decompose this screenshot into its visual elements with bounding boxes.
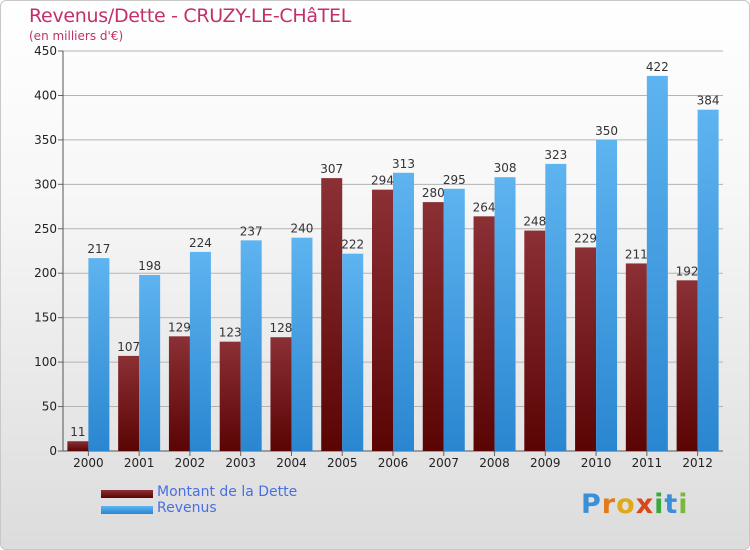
bar-dette: [473, 216, 495, 451]
bar-dette: [575, 247, 597, 451]
x-tick-label: 2000: [73, 456, 104, 470]
y-tick-label: 50: [42, 400, 57, 414]
logo-letter: o: [616, 489, 636, 520]
x-tick-label: 2011: [632, 456, 663, 470]
bar-dette: [625, 263, 647, 451]
bar-revenus: [443, 188, 465, 451]
data-label-revenus: 217: [87, 242, 110, 256]
bar-revenus: [697, 109, 719, 452]
bar-revenus: [646, 75, 668, 451]
chart-title: Revenus/Dette - CRUZY-LE-CHâTEL: [29, 5, 352, 27]
data-label-dette: 128: [270, 321, 293, 335]
bar-dette: [422, 202, 444, 451]
bar-dette: [321, 178, 343, 451]
x-tick-label: 2003: [225, 456, 256, 470]
data-label-dette: 294: [371, 174, 394, 188]
chart-subtitle: (en milliers d'€): [29, 29, 124, 43]
bar-revenus: [545, 163, 567, 451]
data-label-revenus: 295: [443, 173, 466, 187]
x-tick-label: 2002: [175, 456, 206, 470]
y-tick-label: 250: [34, 222, 57, 236]
bar-revenus: [342, 253, 364, 451]
data-label-dette: 229: [574, 231, 597, 245]
x-tick-label: 2008: [479, 456, 510, 470]
logo-letter: r: [601, 489, 617, 520]
legend-swatch-revenus: [101, 506, 153, 514]
bar-revenus: [88, 258, 110, 451]
data-label-dette: 129: [168, 320, 191, 334]
bar-dette: [372, 189, 393, 451]
bar-dette: [270, 337, 292, 451]
data-label-dette: 248: [523, 215, 546, 229]
data-label-revenus: 350: [595, 124, 618, 138]
data-label-revenus: 224: [189, 236, 212, 250]
logo-letter: P: [581, 489, 602, 520]
data-label-dette: 280: [422, 186, 445, 200]
legend-swatch-dette: [101, 490, 153, 498]
bar-dette: [676, 280, 698, 451]
data-label-revenus: 198: [138, 259, 161, 273]
bar-dette: [168, 336, 190, 451]
legend-label-revenus: Revenus: [157, 500, 217, 516]
bar-dette: [118, 355, 140, 451]
data-label-dette: 123: [219, 326, 242, 340]
data-label-dette: 307: [320, 162, 343, 176]
x-tick-label: 2009: [530, 456, 561, 470]
data-label-dette: 192: [676, 264, 699, 278]
bar-dette: [67, 441, 89, 451]
x-tick-label: 2010: [581, 456, 612, 470]
logo-letter: x: [635, 489, 655, 520]
y-tick-label: 200: [34, 266, 57, 280]
logo-letter: i: [654, 489, 665, 520]
data-label-revenus: 313: [392, 157, 415, 171]
logo-letter: i: [678, 489, 689, 520]
bar-revenus: [139, 275, 161, 451]
y-tick-label: 400: [34, 88, 57, 102]
y-tick-label: 300: [34, 177, 57, 191]
x-tick-label: 2006: [378, 456, 409, 470]
data-label-revenus: 308: [494, 161, 517, 175]
bars: [67, 75, 719, 452]
data-label-revenus: 240: [291, 222, 314, 236]
data-label-revenus: 222: [341, 238, 364, 252]
bar-revenus: [596, 139, 618, 451]
legend-label-dette: Montant de la Dette: [157, 484, 298, 500]
data-label-revenus: 323: [544, 148, 567, 162]
bar-revenus: [291, 237, 313, 451]
bar-revenus: [240, 240, 262, 451]
labels: 11 217 107 198 129 224 123 237 128 240 307 222 294 31…: [70, 60, 719, 439]
bar-dette: [219, 341, 241, 451]
bar-dette: [524, 230, 546, 451]
y-tick-label: 350: [34, 133, 57, 147]
data-label-revenus: 237: [240, 224, 263, 238]
data-label-dette: 11: [70, 425, 85, 439]
data-label-dette: 264: [473, 200, 496, 214]
x-tick-label: 2004: [276, 456, 307, 470]
y-tick-label: 0: [49, 444, 57, 458]
logo-letter: t: [664, 489, 679, 520]
bar-revenus: [189, 251, 211, 451]
data-label-revenus: 422: [646, 60, 669, 74]
proxiti-logo: Proxiti: [581, 489, 689, 520]
data-label-dette: 107: [117, 340, 140, 354]
bar-revenus: [494, 177, 516, 451]
data-label-revenus: 384: [697, 94, 720, 108]
x-tick-label: 2001: [124, 456, 155, 470]
x-tick-label: 2012: [682, 456, 713, 470]
x-tick-label: 2007: [428, 456, 459, 470]
bar-revenus: [393, 172, 414, 451]
x-tick-label: 2005: [327, 456, 358, 470]
y-tick-label: 450: [34, 44, 57, 58]
y-tick-label: 150: [34, 311, 57, 325]
data-label-dette: 211: [625, 247, 648, 261]
y-tick-label: 100: [34, 355, 57, 369]
